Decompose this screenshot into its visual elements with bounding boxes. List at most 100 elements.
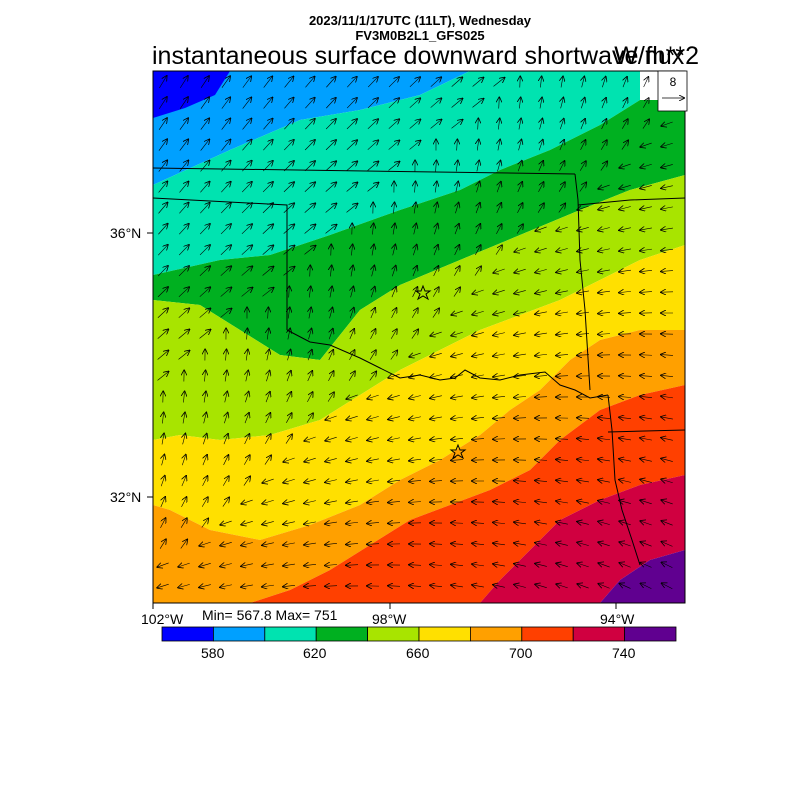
wind-arrow (266, 392, 270, 403)
wind-arrow (200, 203, 209, 214)
wind-arrow (493, 311, 505, 314)
wind-arrow (220, 309, 232, 318)
wind-arrow (619, 185, 631, 188)
wind-arrow (181, 497, 186, 508)
wind-arrow (325, 522, 337, 524)
wind-arrow (435, 182, 437, 193)
wind-arrow (582, 77, 585, 88)
wind-arrow (619, 438, 631, 440)
wind-arrow (493, 543, 505, 545)
wind-arrow (178, 245, 189, 256)
wind-arrow (158, 224, 167, 235)
wind-arrow (262, 288, 273, 297)
wind-arrow (577, 501, 589, 503)
wind-arrow (451, 396, 463, 398)
wind-arrow (393, 245, 396, 256)
wind-arrow (204, 413, 207, 424)
wind-arrow (661, 143, 673, 147)
lat-label-32: 32°N (110, 489, 142, 505)
wind-arrow (412, 287, 418, 298)
wind-arrow (367, 161, 379, 171)
star-icon (449, 443, 467, 460)
wind-arrow (388, 119, 399, 129)
wind-arrow (472, 332, 484, 335)
wind-arrow (598, 584, 610, 589)
wind-arrow (179, 161, 189, 172)
wind-arrow (493, 375, 505, 377)
wind-arrow (472, 523, 485, 524)
wind-arrow (556, 270, 568, 273)
wind-arrow (262, 521, 274, 524)
wind-arrow (183, 434, 186, 445)
wind-arrow (283, 543, 295, 545)
wind-arrow (601, 119, 607, 130)
wind-arrow (535, 564, 547, 567)
min-max-stats: Min= 567.8 Max= 751 (202, 607, 338, 623)
wind-arrow (200, 161, 210, 172)
wind-arrow (262, 267, 274, 276)
wind-arrow (267, 350, 269, 361)
wind-arrow (535, 291, 547, 294)
wind-arrow (220, 542, 232, 545)
wind-arrow (476, 182, 479, 193)
wind-arrow (409, 502, 422, 503)
wind-arrow (620, 584, 631, 589)
wind-arrow (409, 565, 422, 566)
wind-arrow (472, 585, 484, 587)
wind-arrow (623, 77, 627, 88)
wind-arrow (535, 543, 547, 545)
wind-arrow (367, 119, 378, 130)
wind-arrow (598, 563, 610, 567)
wind-arrow (560, 119, 564, 130)
state-borders (153, 167, 685, 566)
wind-arrow (640, 417, 652, 419)
wind-arrow (514, 333, 526, 335)
wind-arrow (558, 204, 565, 213)
wind-arrow (577, 584, 589, 588)
wind-arrow (514, 418, 527, 419)
wind-arrow (180, 540, 187, 549)
wind-arrow (598, 459, 610, 461)
wind-arrow (367, 438, 379, 441)
wind-arrow (157, 266, 168, 277)
wind-arrow (284, 98, 293, 109)
wind-arrow (535, 584, 547, 587)
wind-arrow (598, 501, 610, 504)
wind-arrow (157, 584, 169, 588)
wind-arrow (535, 354, 547, 355)
border-colorado-kansas (153, 197, 288, 330)
wind-arrow (430, 374, 442, 377)
wind-arrow (179, 97, 188, 109)
wind-arrow (346, 501, 358, 503)
wind-arrow (220, 564, 232, 567)
wind-arrow (285, 434, 292, 444)
wind-arrow (392, 287, 396, 298)
wind-arrow (661, 542, 673, 547)
wind-arrow (475, 224, 481, 235)
wind-arrow (347, 77, 356, 88)
wind-arrow (161, 476, 165, 487)
wind-arrow (346, 140, 357, 150)
flux-band-640-660 (153, 175, 685, 440)
wind-arrow (619, 249, 631, 251)
wind-arrow (661, 458, 673, 461)
border-texas-louisiana (607, 394, 641, 566)
wind-arrow (330, 308, 333, 319)
wind-arrow (283, 585, 295, 586)
wind-arrow (222, 476, 229, 486)
wind-arrow (581, 119, 585, 130)
wind-arrow (619, 417, 631, 418)
wind-arrow (451, 311, 463, 315)
wind-arrow (472, 396, 484, 398)
wind-arrow (413, 245, 416, 256)
wind-arrow (517, 203, 522, 213)
wind-arrow (283, 203, 294, 213)
wind-arrow (325, 203, 337, 213)
wind-arrow (283, 479, 295, 483)
wind-arrow (540, 77, 541, 88)
wind-arrow (415, 182, 416, 193)
wind-arrow (346, 161, 357, 171)
flux-band-580-600 (153, 71, 470, 185)
colorbar-label-620: 620 (303, 645, 327, 661)
wind-arrow (535, 333, 547, 335)
